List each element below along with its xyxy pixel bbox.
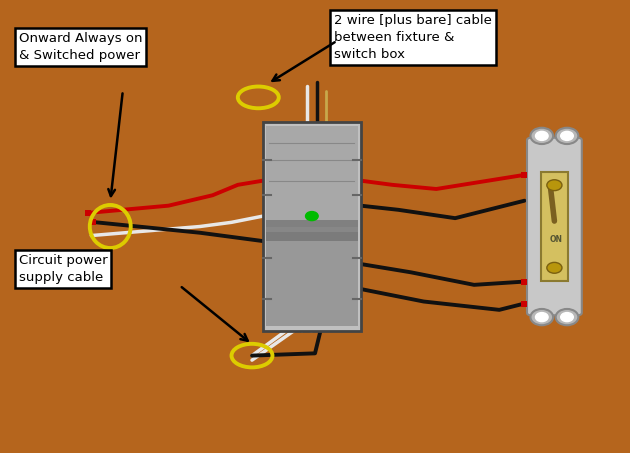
Circle shape <box>536 313 548 322</box>
Circle shape <box>530 128 553 144</box>
Circle shape <box>561 131 573 140</box>
Circle shape <box>530 309 553 325</box>
FancyBboxPatch shape <box>266 220 358 241</box>
FancyBboxPatch shape <box>266 126 358 226</box>
Text: 2 wire [plus bare] cable
between fixture &
switch box: 2 wire [plus bare] cable between fixture… <box>334 14 492 61</box>
FancyBboxPatch shape <box>541 172 568 281</box>
Circle shape <box>306 212 318 221</box>
FancyBboxPatch shape <box>263 122 360 331</box>
Text: Circuit power
supply cable: Circuit power supply cable <box>19 254 108 284</box>
Circle shape <box>547 180 562 191</box>
Circle shape <box>556 128 578 144</box>
Text: Onward Always on
& Switched power: Onward Always on & Switched power <box>19 32 142 62</box>
FancyBboxPatch shape <box>266 232 358 326</box>
FancyBboxPatch shape <box>527 138 581 315</box>
Circle shape <box>536 131 548 140</box>
Circle shape <box>556 309 578 325</box>
Circle shape <box>547 262 562 273</box>
Circle shape <box>561 313 573 322</box>
Text: ON: ON <box>549 235 562 244</box>
